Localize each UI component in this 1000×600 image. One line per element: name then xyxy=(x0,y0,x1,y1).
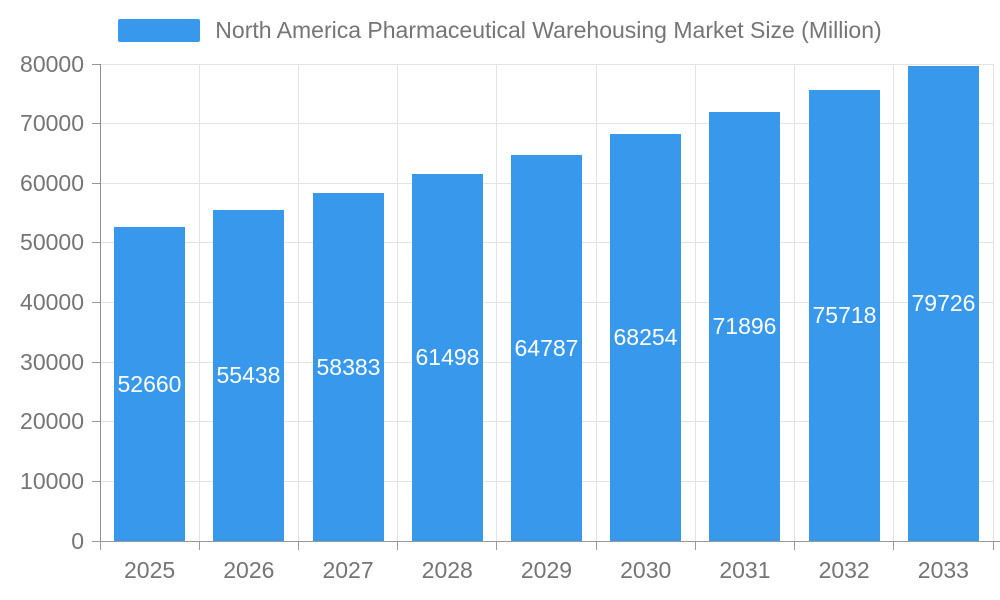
x-axis-tick xyxy=(694,542,696,550)
bar-2029[interactable]: 64787 xyxy=(511,155,582,541)
y-axis-tick xyxy=(92,182,100,184)
y-gridline xyxy=(100,63,993,65)
y-axis-tick xyxy=(92,302,100,303)
bar-value-label: 52660 xyxy=(117,370,182,397)
bar-value-label: 75718 xyxy=(812,302,877,328)
x-gridline xyxy=(397,64,399,541)
y-tick-label: 10000 xyxy=(20,467,84,494)
x-axis-tick xyxy=(496,542,498,550)
x-gridline xyxy=(893,64,895,541)
x-axis-line xyxy=(92,541,1000,542)
bar-value-label: 55438 xyxy=(216,362,281,388)
y-axis-tick xyxy=(92,421,100,423)
x-gridline xyxy=(198,64,200,541)
bar-2033[interactable]: 79726 xyxy=(908,66,979,541)
y-tick-label: 60000 xyxy=(20,169,84,196)
y-gridline xyxy=(100,123,993,125)
x-axis-tick xyxy=(893,542,895,550)
x-axis-tick xyxy=(297,542,299,550)
bar-2026[interactable]: 55438 xyxy=(213,210,284,541)
x-axis-tick xyxy=(99,542,101,550)
legend: North America Pharmaceutical Warehousing… xyxy=(0,17,1000,44)
bar-value-label: 61498 xyxy=(415,344,480,370)
x-gridline xyxy=(794,64,796,541)
x-axis-tick xyxy=(794,542,796,550)
y-tick-label: 20000 xyxy=(20,408,84,435)
bar-value-label: 68254 xyxy=(613,324,678,350)
bar-value-label: 64787 xyxy=(514,334,579,361)
y-tick-label: 30000 xyxy=(20,348,84,375)
x-tick-label: 2027 xyxy=(322,557,374,583)
y-tick-label: 0 xyxy=(71,527,84,554)
y-axis-tick xyxy=(92,123,100,125)
x-axis-tick xyxy=(595,542,597,550)
x-tick-label: 2029 xyxy=(520,557,573,583)
bar-2032[interactable]: 75718 xyxy=(809,90,880,541)
y-axis-tick xyxy=(92,361,100,363)
y-tick-label: 50000 xyxy=(20,229,84,256)
y-tick-label: 70000 xyxy=(20,110,84,137)
y-axis-line xyxy=(100,64,101,550)
bar-2027[interactable]: 58383 xyxy=(313,193,384,541)
x-tick-label: 2030 xyxy=(620,557,672,583)
bar-value-label: 79726 xyxy=(911,290,976,316)
x-tick-label: 2031 xyxy=(719,557,771,583)
bar-value-label: 71896 xyxy=(712,313,777,339)
y-axis-tick xyxy=(92,480,100,482)
x-tick-label: 2033 xyxy=(917,557,969,583)
x-gridline xyxy=(595,64,597,541)
x-gridline xyxy=(297,64,299,541)
x-gridline xyxy=(496,64,498,541)
bar-2030[interactable]: 68254 xyxy=(610,134,681,541)
bar-value-label: 58383 xyxy=(316,353,381,380)
legend-label[interactable]: North America Pharmaceutical Warehousing… xyxy=(215,17,882,43)
x-tick-label: 2026 xyxy=(223,557,275,583)
bar-2028[interactable]: 61498 xyxy=(412,174,483,541)
x-tick-label: 2028 xyxy=(421,557,473,583)
x-tick-label: 2025 xyxy=(124,557,176,583)
y-tick-label: 40000 xyxy=(20,289,84,315)
y-axis-tick xyxy=(92,63,100,65)
x-gridline xyxy=(992,64,994,541)
bar-2031[interactable]: 71896 xyxy=(709,112,780,541)
bar-2025[interactable]: 52660 xyxy=(114,227,185,541)
x-axis-tick xyxy=(397,542,399,550)
y-tick-label: 80000 xyxy=(20,50,84,77)
x-axis-tick xyxy=(992,542,994,550)
legend-swatch[interactable] xyxy=(118,19,201,42)
y-axis-tick xyxy=(92,540,100,542)
x-gridline xyxy=(694,64,696,541)
x-tick-label: 2032 xyxy=(818,557,870,583)
y-axis-tick xyxy=(92,242,100,244)
x-axis-tick xyxy=(198,542,200,550)
